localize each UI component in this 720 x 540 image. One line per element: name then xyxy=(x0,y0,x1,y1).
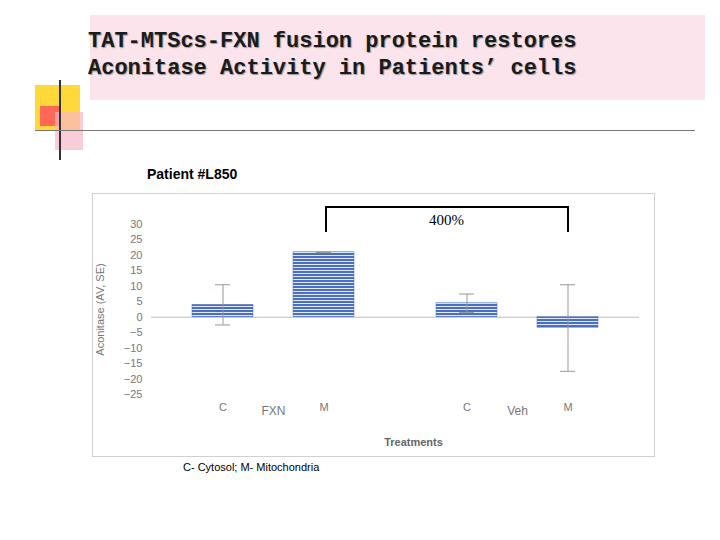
svg-text:Veh: Veh xyxy=(507,404,528,418)
svg-text:M: M xyxy=(563,401,572,413)
html-text:Patient #L850: Patient #L850 xyxy=(147,166,238,182)
svg-text:20: 20 xyxy=(130,249,142,261)
svg-text:5: 5 xyxy=(136,295,142,307)
html-text:TAT-MTScs-FXN fusion protein r: TAT-MTScs-FXN fusion protein restores Ac… xyxy=(88,29,577,81)
svg-text:−5: −5 xyxy=(130,326,143,338)
html-text:400%: 400% xyxy=(429,212,464,228)
svg-text:25: 25 xyxy=(130,233,142,245)
svg-text:−15: −15 xyxy=(124,357,143,369)
svg-text:0: 0 xyxy=(136,311,142,323)
html-text:Treatments: Treatments xyxy=(384,436,443,448)
svg-text:−20: −20 xyxy=(124,373,143,385)
svg-text:FXN: FXN xyxy=(262,404,286,418)
svg-text:−10: −10 xyxy=(124,342,143,354)
svg-text:Aconitase (AV, SE): Aconitase (AV, SE) xyxy=(94,263,106,355)
svg-text:C: C xyxy=(219,401,227,413)
svg-text:M: M xyxy=(319,401,328,413)
svg-text:10: 10 xyxy=(130,280,142,292)
svg-text:30: 30 xyxy=(130,218,142,230)
html-text:C- Cytosol; M- Mitochondria: C- Cytosol; M- Mitochondria xyxy=(183,461,320,473)
svg-text:15: 15 xyxy=(130,264,142,276)
svg-text:C: C xyxy=(463,401,471,413)
svg-text:−25: −25 xyxy=(124,388,143,400)
